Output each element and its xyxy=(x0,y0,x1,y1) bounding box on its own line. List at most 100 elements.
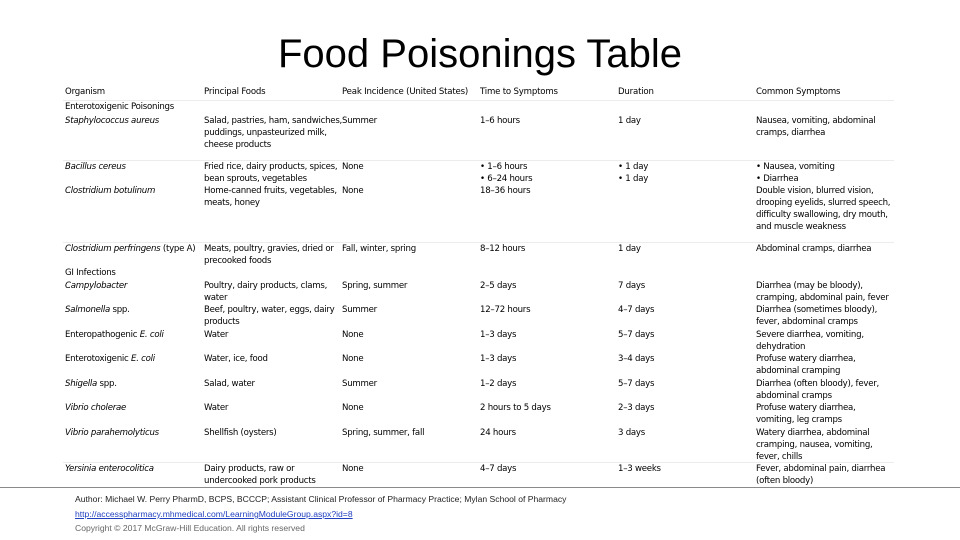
row-divider xyxy=(63,462,894,463)
organism-cell: Staphylococcus aureus xyxy=(65,115,159,127)
foods-cell-line: Home-canned fruits, vegetables, xyxy=(204,186,337,196)
organism-name: Clostridium perfringens xyxy=(65,244,161,254)
organism-name: Staphylococcus aureus xyxy=(65,116,160,126)
section-label: Enterotoxigenic Poisonings xyxy=(65,102,174,112)
author-credit: Author: Michael W. Perry PharmD, BCPS, B… xyxy=(75,494,567,504)
peak-cell-line: Spring, summer, fall xyxy=(342,428,425,438)
peak-cell-line: Summer xyxy=(342,305,377,315)
source-link[interactable]: http://accesspharmacy.mhmedical.com/Lear… xyxy=(75,509,353,519)
organism-suffix: spp. xyxy=(97,379,117,389)
organism-cell: Salmonella spp. xyxy=(65,304,130,316)
symptoms-cell-line: difficulty swallowing, dry mouth, xyxy=(756,210,888,220)
foods-cell-line: precooked foods xyxy=(204,256,272,266)
symptoms-cell-line: • Nausea, vomiting xyxy=(756,162,835,172)
foods-cell-line: water xyxy=(204,293,228,303)
organism-cell: Enteropathogenic E. coli xyxy=(65,329,164,341)
section-label: GI Infections xyxy=(65,268,116,278)
organism-cell: Clostridium perfringens (type A) xyxy=(65,243,196,255)
peak-cell-line: None xyxy=(342,330,364,340)
foods-cell-line: Water xyxy=(204,330,229,340)
organism-cell: Clostridium botulinum xyxy=(65,185,155,197)
organism-name: Yersinia enterocolitica xyxy=(65,464,154,474)
time-cell-line: 1–2 days xyxy=(480,379,517,389)
duration-cell-line: 3 days xyxy=(618,428,645,438)
duration-cell-line: 3–4 days xyxy=(618,354,655,364)
page-title: Food Poisonings Table xyxy=(278,32,682,76)
organism-cell: Vibrio cholerae xyxy=(65,402,126,414)
duration-cell-line: 1 day xyxy=(618,116,641,126)
symptoms-cell-line: Diarrhea (may be bloody), xyxy=(756,281,863,291)
organism-cell: Shigella spp. xyxy=(65,378,117,390)
foods-cell-line: undercooked pork products xyxy=(204,476,316,486)
time-cell-line: 1–3 days xyxy=(480,330,517,340)
time-cell-line: 8–12 hours xyxy=(480,244,526,254)
peak-cell-line: Spring, summer xyxy=(342,281,408,291)
symptoms-cell-line: cramps, diarrhea xyxy=(756,128,826,138)
duration-cell-line: 7 days xyxy=(618,281,645,291)
column-header: Common Symptoms xyxy=(756,87,841,97)
peak-cell-line: None xyxy=(342,464,364,474)
duration-cell-line: 2–3 days xyxy=(618,403,655,413)
symptoms-cell-line: drooping eyelids, slurred speech, xyxy=(756,198,891,208)
foods-cell-line: Beef, poultry, water, eggs, dairy xyxy=(204,305,335,315)
peak-cell-line: Fall, winter, spring xyxy=(342,244,416,254)
organism-prefix: Enterotoxigenic xyxy=(65,354,132,364)
organism-suffix: (type A) xyxy=(160,244,196,254)
symptoms-cell-line: Profuse watery diarrhea, xyxy=(756,403,856,413)
peak-cell-line: None xyxy=(342,186,364,196)
organism-cell: Vibrio parahemolyticus xyxy=(65,427,159,439)
symptoms-cell-line: fever, chills xyxy=(756,452,803,462)
organism-name: Campylobacter xyxy=(65,281,128,291)
foods-cell-line: meats, honey xyxy=(204,198,260,208)
foods-cell-line: Salad, pastries, ham, sandwiches, xyxy=(204,116,343,126)
foods-cell-line: Poultry, dairy products, clams, xyxy=(204,281,328,291)
column-header: Organism xyxy=(65,87,105,97)
symptoms-cell-line: cramping, nausea, vomiting, xyxy=(756,440,873,450)
time-cell-line: 2 hours to 5 days xyxy=(480,403,551,413)
symptoms-cell-line: Diarrhea (often bloody), fever, xyxy=(756,379,880,389)
time-cell-line: 2–5 days xyxy=(480,281,517,291)
time-cell-line: 12–72 hours xyxy=(480,305,531,315)
row-divider xyxy=(63,160,894,161)
symptoms-cell-line: Profuse watery diarrhea, xyxy=(756,354,856,364)
time-cell-line: 18–36 hours xyxy=(480,186,531,196)
organism-suffix: spp. xyxy=(110,305,130,315)
symptoms-cell-line: vomiting, leg cramps xyxy=(756,415,842,425)
symptoms-cell-line: Abdominal cramps, diarrhea xyxy=(756,244,872,254)
symptoms-cell-line: dehydration xyxy=(756,342,806,352)
foods-cell-line: Salad, water xyxy=(204,379,255,389)
symptoms-cell-line: Watery diarrhea, abdominal xyxy=(756,428,870,438)
peak-cell-line: None xyxy=(342,354,364,364)
foods-cell-line: Shellfish (oysters) xyxy=(204,428,277,438)
symptoms-cell-line: • Diarrhea xyxy=(756,174,799,184)
organism-cell: Yersinia enterocolitica xyxy=(65,463,154,475)
column-header: Peak Incidence (United States) xyxy=(342,87,469,97)
organism-name: Vibrio cholerae xyxy=(65,403,127,413)
footer-divider xyxy=(0,487,960,488)
symptoms-cell-line: and muscle weakness xyxy=(756,222,846,232)
organism-cell: Bacillus cereus xyxy=(65,161,126,173)
foods-cell-line: Water xyxy=(204,403,229,413)
organism-name: Vibrio parahemolyticus xyxy=(65,428,159,438)
time-cell-line: 4–7 days xyxy=(480,464,517,474)
symptoms-cell-line: cramping, abdominal pain, fever xyxy=(756,293,889,303)
symptoms-cell-line: Diarrhea (sometimes bloody), xyxy=(756,305,878,315)
column-header: Time to Symptoms xyxy=(480,87,558,97)
duration-cell-line: 1–3 weeks xyxy=(618,464,661,474)
duration-cell-line: 1 day xyxy=(618,244,641,254)
duration-cell-line: • 1 day xyxy=(618,174,649,184)
time-cell-line: • 6–24 hours xyxy=(480,174,533,184)
foods-cell-line: Dairy products, raw or xyxy=(204,464,295,474)
time-cell-line: 24 hours xyxy=(480,428,516,438)
row-divider xyxy=(63,242,894,243)
column-header: Duration xyxy=(618,87,654,97)
organism-prefix: Enteropathogenic xyxy=(65,330,140,340)
organism-name: Clostridium botulinum xyxy=(65,186,156,196)
symptoms-cell-line: Double vision, blurred vision, xyxy=(756,186,874,196)
organism-name: E. coli xyxy=(131,354,155,364)
time-cell-line: 1–3 days xyxy=(480,354,517,364)
time-cell-line: • 1–6 hours xyxy=(480,162,528,172)
symptoms-cell-line: (often bloody) xyxy=(756,476,814,486)
symptoms-cell-line: Severe diarrhea, vomiting, xyxy=(756,330,864,340)
peak-cell-line: None xyxy=(342,403,364,413)
